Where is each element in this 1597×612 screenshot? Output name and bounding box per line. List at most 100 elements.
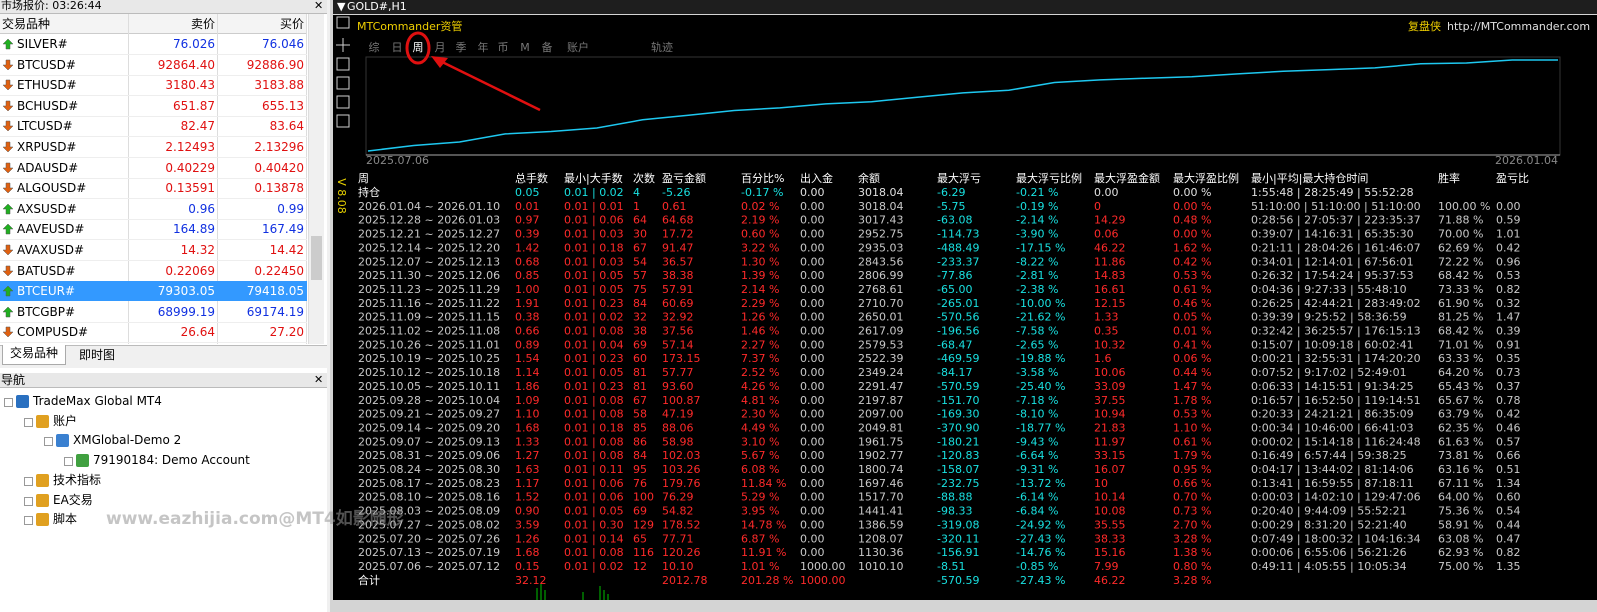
close-button[interactable]: ✕ <box>314 0 324 12</box>
tab[interactable]: 季 <box>456 41 467 54</box>
market-row[interactable] <box>0 219 307 241</box>
table-cell: 63.16 % <box>1438 463 1483 476</box>
tab[interactable]: 日 <box>392 41 403 54</box>
table-cell: 2097.00 <box>858 408 904 421</box>
table-cell: 1.30 % <box>741 255 779 268</box>
table-cell: 73.33 % <box>1438 283 1483 296</box>
url[interactable]: http://MTCommander.com <box>1447 20 1590 33</box>
row-label: 2025.11.30 ~ 2025.12.06 <box>358 269 500 282</box>
tree-expander[interactable] <box>24 476 33 486</box>
table-cell: -0.21 % <box>1016 186 1058 199</box>
table-cell: 57.77 <box>662 366 694 379</box>
market-row[interactable] <box>0 240 307 261</box>
tree-item[interactable]: 79190184: Demo Account <box>93 453 250 468</box>
market-row[interactable] <box>0 96 307 117</box>
table-cell: 61.90 % <box>1438 297 1483 310</box>
table-cell: 76 <box>633 477 647 490</box>
symbol: AXSUSD# <box>17 201 77 216</box>
market-watch-titlebar <box>0 0 327 14</box>
tree-expander[interactable] <box>24 417 33 427</box>
annotation-arrowhead <box>431 56 448 68</box>
tab[interactable]: 年 <box>478 40 489 54</box>
tab[interactable]: M <box>520 41 530 54</box>
table-cell: -27.43 % <box>1016 532 1065 545</box>
market-row[interactable] <box>0 261 307 282</box>
tab[interactable]: 即时图 <box>78 348 115 362</box>
table-cell: 0:00:03 | 14:02:10 | 129:47:06 <box>1251 491 1421 504</box>
table-cell: 0.00 <box>800 435 825 448</box>
tab[interactable]: 币 <box>498 41 509 54</box>
table-cell: 1.14 <box>515 366 540 379</box>
close-button[interactable]: ✕ <box>314 373 324 386</box>
tree-expander[interactable] <box>64 457 73 467</box>
tree-item[interactable]: XMGlobal-Demo 2 <box>73 433 182 448</box>
market-row-selected[interactable] <box>0 281 307 302</box>
tree-expander[interactable] <box>24 496 33 506</box>
tab-active[interactable]: 周 <box>413 41 424 54</box>
symbol: XRPUSD# <box>17 140 77 154</box>
symbol: ADAUSD# <box>17 160 79 175</box>
tab[interactable]: 轨迹 <box>651 40 673 54</box>
table-cell: 0.00 % <box>1173 200 1211 213</box>
market-row[interactable] <box>0 199 307 220</box>
tab[interactable]: 月 <box>435 41 446 54</box>
tool-icon[interactable] <box>336 57 350 71</box>
tree-item[interactable]: 技术指标 <box>53 472 102 487</box>
tree-expander[interactable] <box>24 516 33 526</box>
tree-item[interactable]: EA交易 <box>53 492 93 507</box>
table-cell: 6.87 % <box>741 532 779 545</box>
table-cell: 1.46 % <box>741 325 779 338</box>
tool-icon[interactable] <box>336 95 350 109</box>
table-cell: 63.79 % <box>1438 408 1483 421</box>
table-cell: -8.22 % <box>1016 255 1058 268</box>
tab[interactable]: 账户 <box>567 40 589 54</box>
table-cell: 0.61 <box>662 200 687 213</box>
ask: 14.42 <box>269 243 304 257</box>
tree-item[interactable]: 脚本 <box>53 512 78 527</box>
table-cell: 3018.04 <box>858 200 904 213</box>
table-cell: -14.76 % <box>1016 546 1065 559</box>
arrow-shape <box>2 327 14 338</box>
tool-icon[interactable] <box>336 38 350 52</box>
table-cell: 69 <box>633 338 647 351</box>
table-cell: -3.58 % <box>1016 366 1058 379</box>
table-cell: 21.83 <box>1094 421 1126 434</box>
table-cell: 1.6 <box>1094 352 1112 365</box>
market-row[interactable] <box>0 116 307 138</box>
tree-expander[interactable] <box>44 437 53 447</box>
tool-icon[interactable] <box>336 76 350 90</box>
table-cell: 10.08 <box>1094 505 1126 518</box>
table-cell: -0.19 % <box>1016 200 1058 213</box>
tree-expander[interactable] <box>4 398 13 407</box>
direction-arrow <box>2 79 14 91</box>
direction-arrow <box>2 306 14 318</box>
tree-item[interactable]: TradeMax Global MT4 <box>33 394 162 408</box>
tool-icon[interactable] <box>336 114 350 128</box>
table-cell: 12.15 <box>1094 297 1126 310</box>
market-row[interactable] <box>0 34 307 55</box>
market-row[interactable] <box>0 55 307 76</box>
tab[interactable]: 备 <box>542 40 553 54</box>
market-row[interactable] <box>0 137 307 158</box>
table-cell: 0.39 <box>515 228 540 241</box>
tree-item[interactable]: 账户 <box>53 413 78 428</box>
market-row[interactable] <box>0 158 307 179</box>
table-cell: 64 <box>633 214 647 227</box>
market-row[interactable] <box>0 302 307 323</box>
market-row[interactable] <box>0 322 307 344</box>
table-cell: 201.28 % <box>741 574 793 587</box>
table-cell: 0.00 <box>800 200 825 213</box>
tab-active[interactable]: 交易品种 <box>2 345 66 365</box>
tool-icon[interactable] <box>336 16 350 29</box>
dropdown-icon[interactable]: ▼ <box>337 0 346 13</box>
market-row[interactable] <box>0 75 307 97</box>
table-cell: 178.52 <box>662 518 701 531</box>
row-label: 2025.09.14 ~ 2025.09.20 <box>358 421 500 434</box>
table-cell: 2617.09 <box>858 325 904 338</box>
tree-icon <box>16 395 29 408</box>
table-cell: 0.51 <box>1496 463 1521 476</box>
scroll-thumb[interactable] <box>311 236 322 280</box>
market-row[interactable] <box>0 178 307 200</box>
tab[interactable]: 综 <box>369 40 380 54</box>
scrollbar[interactable] <box>308 14 324 344</box>
